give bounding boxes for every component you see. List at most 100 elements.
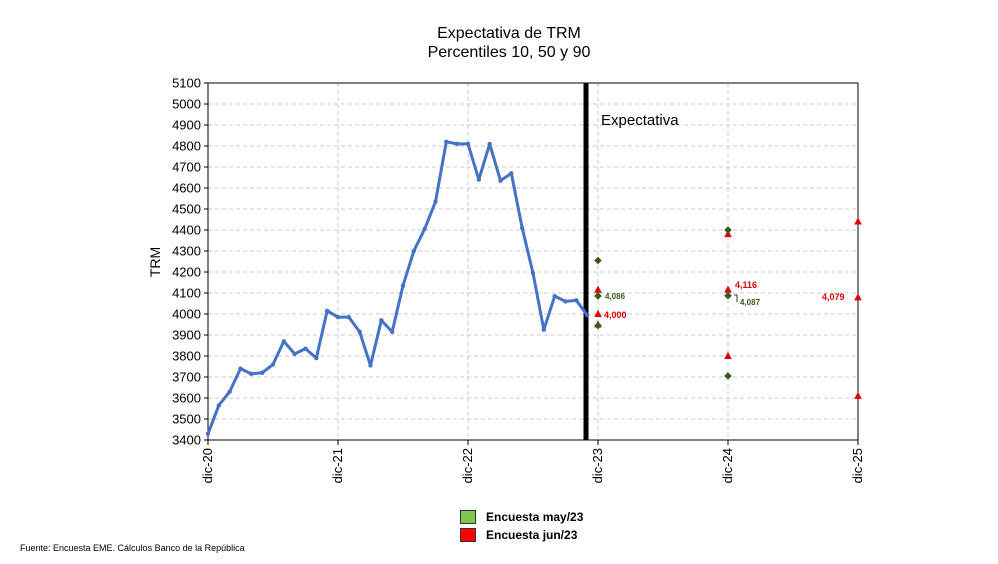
trm-data-point	[454, 141, 460, 147]
chart-title: Expectativa de TRM	[437, 25, 581, 42]
trm-data-point	[249, 371, 254, 377]
trm-data-point	[498, 178, 503, 183]
trm-data-point	[281, 339, 287, 344]
y-tick-label: 5000	[172, 97, 201, 112]
trm-data-point	[292, 351, 297, 357]
may-forecast-marker	[594, 256, 602, 265]
may-forecast-marker	[594, 292, 602, 300]
trm-data-point	[389, 329, 395, 335]
trm-data-point	[574, 298, 579, 303]
y-tick-label: 3900	[172, 328, 201, 343]
trm-data-point	[465, 141, 471, 147]
y-tick-label: 3700	[172, 370, 201, 385]
label-jun-dic25: 4,079	[822, 292, 845, 302]
x-tick-label: dic-21	[330, 448, 345, 483]
may-forecast-marker	[724, 291, 732, 300]
jun-forecast-marker	[854, 217, 862, 225]
x-tick-label: dic-20	[200, 448, 215, 483]
y-tick-label: 4400	[172, 223, 201, 238]
legend-item-jun: Encuesta jun/23	[460, 526, 583, 544]
trm-data-point	[205, 431, 211, 436]
legend: Encuesta may/23 Encuesta jun/23	[460, 508, 583, 544]
plot-frame	[207, 82, 859, 441]
trm-data-point	[227, 389, 232, 394]
trm-series-line	[206, 140, 589, 435]
y-tick-label: 4300	[172, 244, 201, 259]
trm-data-point	[509, 171, 514, 176]
y-tick-label: 3800	[172, 349, 201, 364]
y-tick-label: 4200	[172, 265, 201, 280]
trm-data-point	[216, 403, 222, 408]
label-may-dic24-leader	[734, 294, 738, 302]
forecast-markers	[594, 217, 862, 399]
y-tick-label: 3400	[172, 433, 201, 448]
trm-data-point	[346, 314, 352, 320]
source-note: Fuente: Encuesta EME. Cálculos Banco de …	[20, 543, 245, 553]
jun-forecast-marker	[724, 351, 732, 359]
legend-swatch-may	[460, 510, 476, 524]
trm-data-point	[238, 366, 243, 371]
trm-data-point	[552, 293, 557, 299]
trm-data-point	[259, 370, 265, 375]
trm-data-point	[476, 177, 482, 182]
jun-forecast-marker	[724, 285, 732, 293]
jun-forecast-marker	[594, 309, 602, 317]
x-tick-label: dic-25	[850, 448, 865, 483]
expectativa-annotation: Expectativa	[601, 112, 679, 129]
trm-data-point	[379, 318, 384, 323]
y-tick-label: 5100	[172, 76, 201, 91]
y-tick-label: 3600	[172, 391, 201, 406]
trm-data-point	[444, 139, 449, 144]
label-jun-dic23: 4,000	[604, 310, 627, 320]
trm-data-point	[400, 283, 406, 288]
trm-data-point	[270, 362, 276, 367]
y-axis-label: TRM	[147, 247, 163, 277]
trm-data-point	[530, 270, 536, 276]
y-tick-label: 4700	[172, 160, 201, 175]
trm-data-point	[411, 248, 417, 254]
trm-data-point	[324, 308, 330, 314]
jun-forecast-marker	[594, 285, 602, 293]
jun-forecast-marker	[854, 293, 862, 301]
jun-forecast-marker	[854, 391, 862, 399]
trm-data-point	[357, 329, 362, 335]
label-may-dic24: 4,087	[740, 298, 761, 307]
y-tick-label: 4500	[172, 202, 201, 217]
legend-label-may: Encuesta may/23	[486, 510, 584, 524]
y-tick-label: 4800	[172, 139, 201, 154]
trm-data-point	[541, 327, 547, 332]
trm-data-point	[303, 346, 308, 351]
trm-data-point	[563, 299, 568, 304]
y-tick-label: 4100	[172, 286, 201, 301]
trm-data-point	[368, 363, 373, 368]
trm-data-point	[433, 199, 438, 204]
y-tick-label: 4600	[172, 181, 201, 196]
trm-data-point	[519, 225, 525, 231]
trm-data-point	[422, 226, 427, 232]
y-axis-ticks: 3400 3500 3600 3700 3800 3900 4000 4100 4200 4300…	[172, 76, 208, 448]
y-tick-label: 4900	[172, 118, 201, 133]
gridlines	[208, 83, 858, 440]
trm-data-point	[487, 141, 492, 147]
x-axis-ticks: dic-20 dic-21 dic-22 dic-23 dic-24 dic-25	[200, 440, 865, 483]
trm-data-point	[314, 355, 319, 361]
y-tick-label: 4000	[172, 307, 201, 322]
label-jun-dic24: 4,116	[735, 280, 757, 290]
trm-series-points	[205, 139, 590, 436]
trm-data-point	[335, 314, 341, 320]
may-forecast-marker	[724, 372, 732, 380]
legend-swatch-jun	[460, 528, 476, 542]
legend-label-jun: Encuesta jun/23	[486, 528, 578, 542]
chart-subtitle: Percentiles 10, 50 y 90	[428, 44, 591, 61]
label-may-dic23: 4,086	[605, 292, 626, 301]
x-tick-label: dic-23	[590, 448, 605, 483]
forecast-labels: 4,086 4,000 4,116 4,087 4,079	[604, 280, 845, 320]
x-tick-label: dic-22	[460, 448, 475, 483]
legend-item-may: Encuesta may/23	[460, 508, 583, 526]
y-tick-label: 3500	[172, 412, 201, 427]
may-forecast-marker	[594, 321, 602, 330]
x-tick-label: dic-24	[720, 448, 735, 483]
may-forecast-marker	[724, 226, 732, 234]
trm-chart: Expectativa de TRM Percentiles 10, 50 y …	[147, 25, 865, 483]
trm-data-point	[584, 312, 590, 318]
